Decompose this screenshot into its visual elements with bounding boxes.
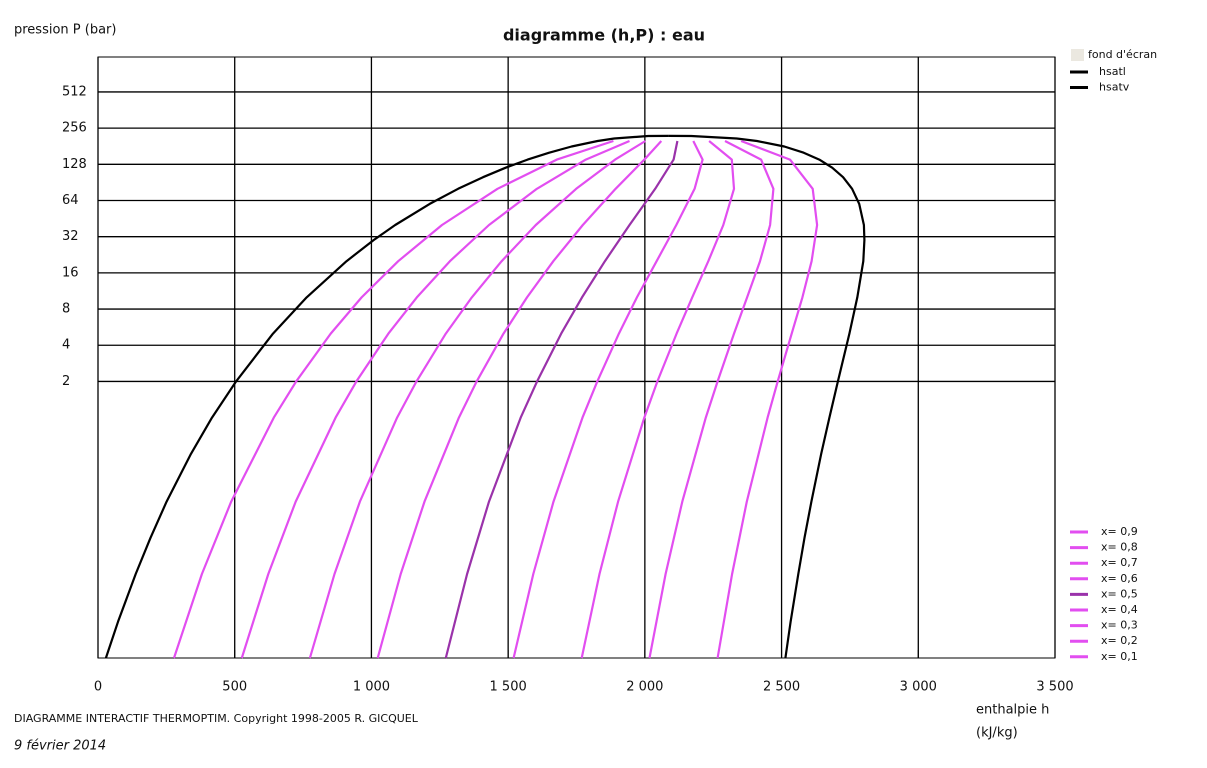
x-tick-label: 1 500 [490,680,527,695]
y-tick-label: 128 [62,157,87,172]
x-tick-label: 3 500 [1036,680,1073,695]
legend-label: x= 0,3 [1101,619,1138,632]
legend-label: x= 0,6 [1101,572,1138,585]
legend-swatch [1071,49,1084,61]
series-line [648,140,775,659]
series-line [716,139,819,659]
series-line [512,140,704,659]
x-tick-label: 1 000 [353,680,390,695]
x-tick-label: 0 [94,680,102,695]
series-line [172,139,614,659]
legend-label: hsatl [1099,65,1126,78]
x-axis-label: enthalpie h [976,703,1049,718]
y-tick-label: 4 [62,338,70,353]
y-tick-label: 16 [62,265,79,280]
x-tick-label: 3 000 [900,680,937,695]
legend-label: x= 0,5 [1101,587,1138,600]
y-tick-label: 2 [62,374,70,389]
y-tick-label: 32 [62,229,79,244]
legend-label: x= 0,4 [1101,603,1138,616]
y-tick-label: 8 [62,302,70,317]
y-tick-label: 64 [62,193,79,208]
y-tick-label: 512 [62,84,87,99]
series-line [376,140,663,659]
series-line [668,134,866,659]
legend-label: x= 0,1 [1101,650,1138,663]
x-tick-label: 2 500 [763,680,800,695]
series-line [308,140,646,659]
legend-label: x= 0,2 [1101,634,1138,647]
date: 9 février 2014 [14,739,106,754]
x-tick-label: 500 [222,680,247,695]
footer: DIAGRAMME INTERACTIF THERMOPTIM. Copyrig… [14,712,419,725]
legend-label: hsatv [1099,81,1130,94]
series-line [104,134,669,659]
legend-label: x= 0,7 [1101,556,1138,569]
legend-label: x= 0,9 [1101,525,1138,538]
series-line [444,140,679,659]
y-axis-label: pression P (bar) [14,23,116,38]
x-axis-label: (kJ/kg) [976,726,1018,741]
legend-label: fond d'écran [1088,48,1157,61]
series-line [240,139,630,659]
legend-label: x= 0,8 [1101,541,1138,554]
y-tick-label: 256 [62,121,87,136]
series-line [580,140,736,659]
chart-title: diagramme (h,P) : eau [503,26,705,45]
x-tick-label: 2 000 [626,680,663,695]
